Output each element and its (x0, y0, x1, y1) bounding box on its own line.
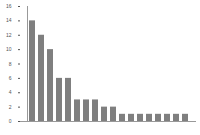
svg-text:10: 10 (6, 46, 12, 52)
svg-text:16: 16 (6, 3, 12, 9)
svg-text:0: 0 (9, 118, 12, 124)
svg-text:14: 14 (6, 17, 12, 23)
svg-text:6: 6 (9, 75, 12, 81)
svg-text:8: 8 (9, 61, 12, 67)
svg-text:4: 4 (9, 89, 12, 95)
svg-text:2: 2 (9, 104, 12, 110)
svg-text:12: 12 (6, 32, 12, 38)
